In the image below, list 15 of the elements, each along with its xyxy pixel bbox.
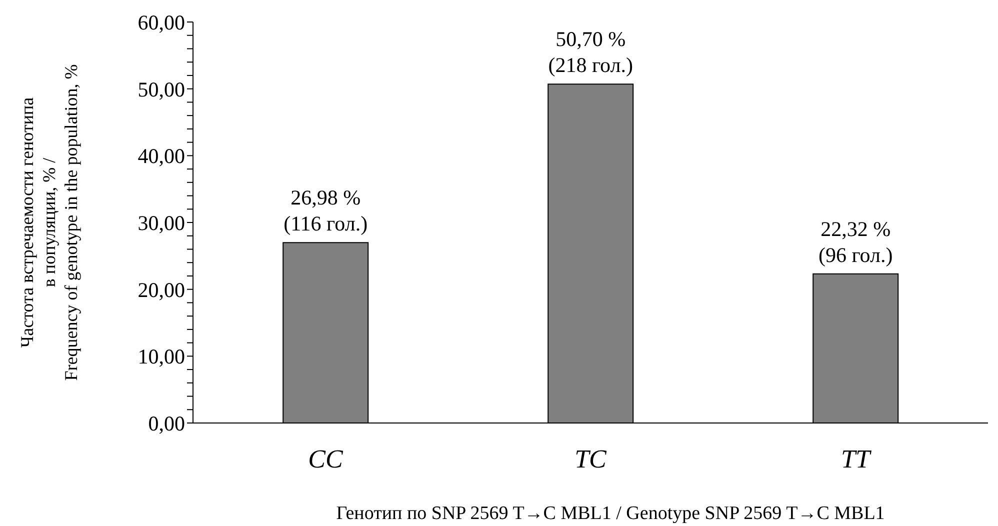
y-tick-label: 60,00 — [138, 10, 185, 34]
y-tick-label: 10,00 — [138, 344, 185, 369]
data-label: 26,98 % (116 гол.) — [284, 186, 368, 236]
y-tick-label: 0,00 — [148, 411, 185, 436]
x-axis-title: Генотип по SNP 2569 T→C MBL1 / Genotype SNP 2569 T→C MBL1 — [336, 503, 885, 524]
y-tick-label: 50,00 — [138, 77, 185, 102]
data-label: 50,70 % (218 гол.) — [548, 27, 633, 78]
y-axis-title: Частота встречаемости генотипа в популяции, % / Frequency of genotype in the population, % — [17, 64, 81, 381]
x-tick-label: TC — [574, 444, 608, 474]
y-tick-label: 20,00 — [138, 278, 185, 302]
data-label: 22,32 % (96 гол.) — [818, 216, 893, 267]
y-tick-label: 30,00 — [138, 210, 185, 235]
y-tick-label: 40,00 — [138, 144, 185, 168]
x-tick-label: CC — [308, 444, 344, 474]
x-tick-label: TT — [841, 444, 872, 474]
